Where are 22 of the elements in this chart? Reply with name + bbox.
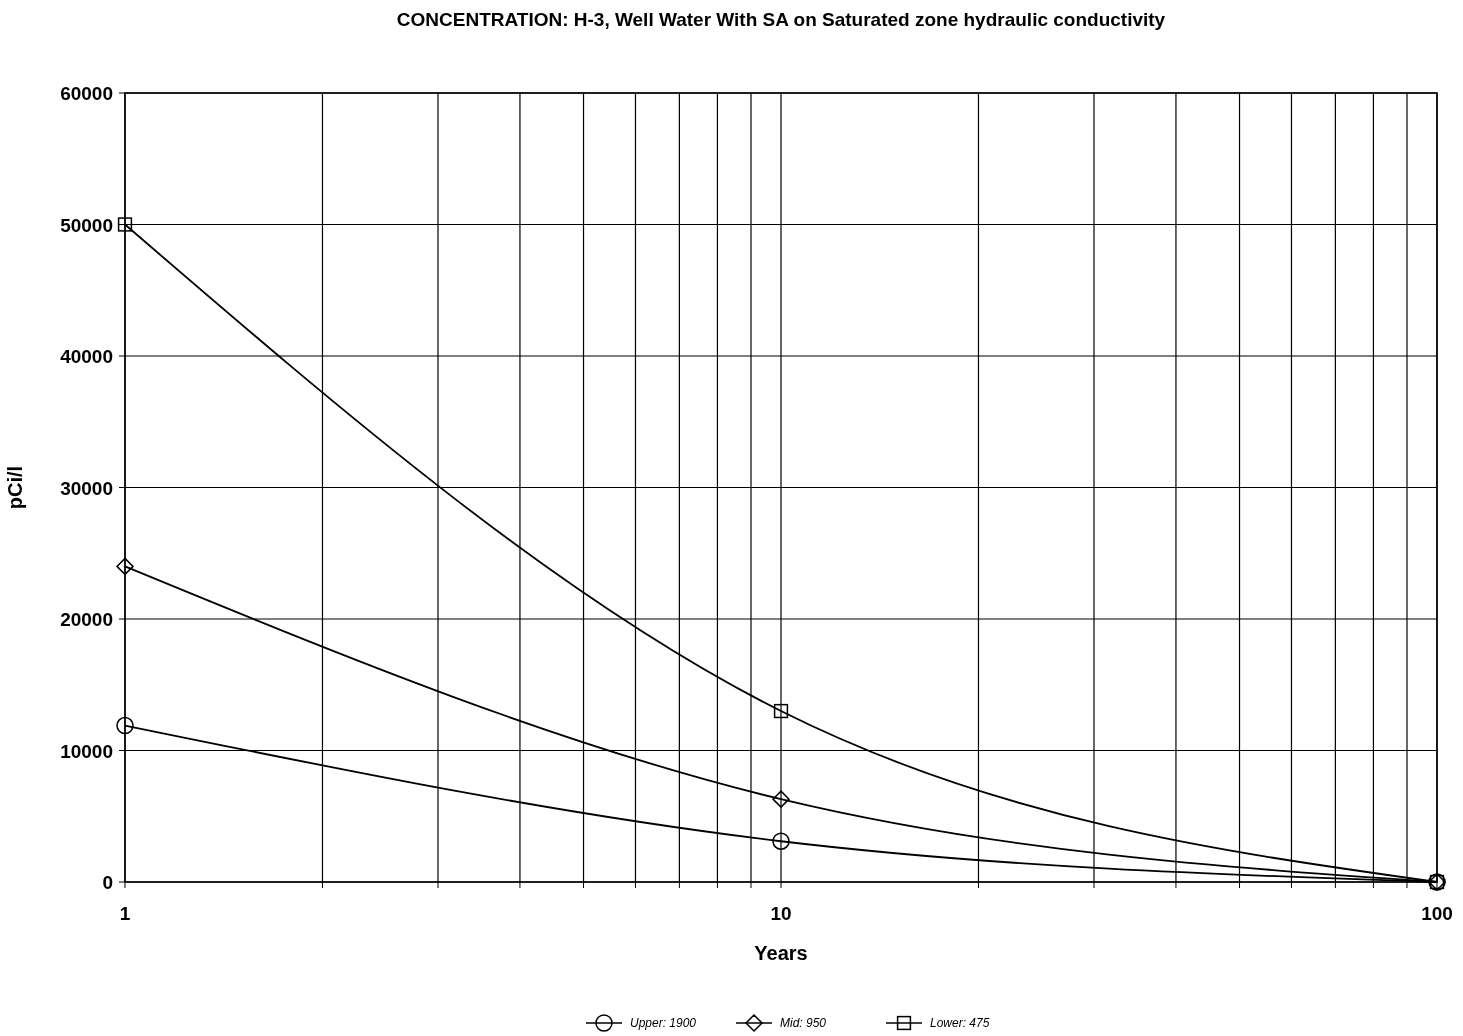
point bbox=[116, 716, 134, 735]
x-tick-label: 100 bbox=[1421, 903, 1453, 924]
point bbox=[117, 217, 133, 232]
chart-title: CONCENTRATION: H-3, Well Water With SA on Saturated zone hydraulic conductivity bbox=[396, 9, 1166, 30]
point bbox=[772, 790, 790, 808]
legend-label: Upper: 1900 bbox=[630, 1016, 697, 1030]
y-tick-label: 30000 bbox=[60, 477, 113, 499]
x-tick-label: 1 bbox=[119, 903, 131, 924]
x-axis-title: Years bbox=[754, 942, 808, 964]
point bbox=[773, 703, 789, 719]
y-axis-title: pCi/l bbox=[4, 465, 26, 510]
point bbox=[116, 557, 134, 576]
y-tick-label: 50000 bbox=[60, 214, 113, 236]
point bbox=[772, 832, 790, 850]
y-tick-label: 40000 bbox=[60, 346, 113, 367]
y-tick-label: 10000 bbox=[60, 740, 113, 762]
y-tick-label: 20000 bbox=[60, 609, 113, 630]
y-tick-label: 0 bbox=[102, 872, 113, 893]
legend-label: Mid: 950 bbox=[780, 1016, 827, 1030]
x-tick-label: 10 bbox=[770, 903, 792, 924]
legend-label: Lower: 475 bbox=[930, 1016, 990, 1030]
y-tick-label: 60000 bbox=[60, 83, 113, 104]
